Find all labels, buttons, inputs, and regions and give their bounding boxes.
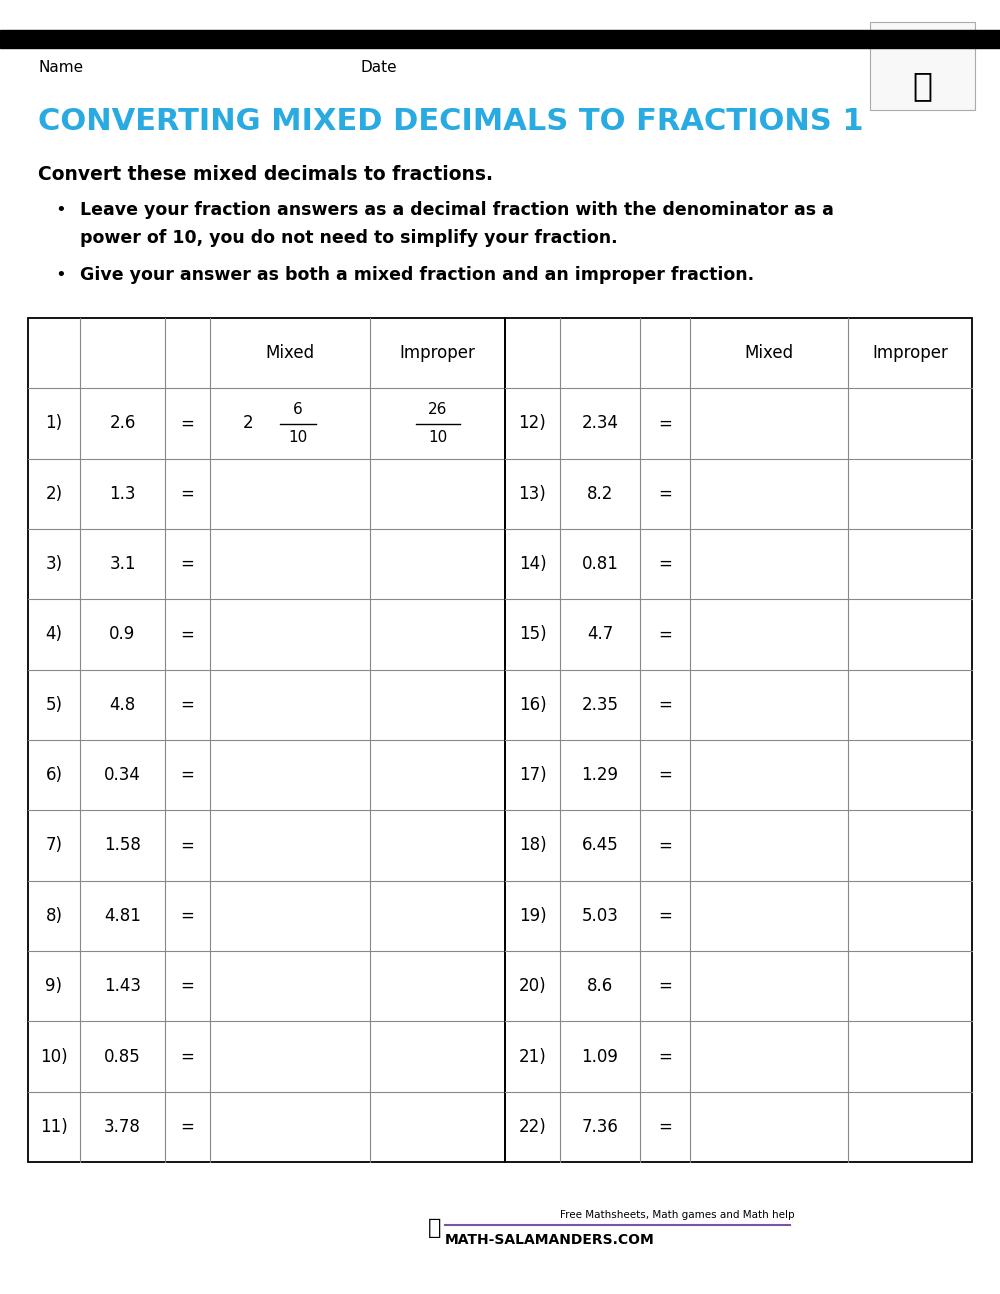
Text: 18): 18) bbox=[519, 836, 546, 854]
Text: 8): 8) bbox=[46, 907, 62, 925]
Text: =: = bbox=[658, 836, 672, 854]
Text: Improper: Improper bbox=[872, 344, 948, 362]
Text: =: = bbox=[181, 977, 194, 995]
Text: =: = bbox=[181, 414, 194, 432]
Text: 4): 4) bbox=[46, 625, 62, 643]
Text: 14): 14) bbox=[519, 555, 546, 573]
Text: 7×5: 7×5 bbox=[914, 50, 931, 60]
Text: 2: 2 bbox=[243, 414, 253, 432]
Text: =: = bbox=[181, 766, 194, 784]
Text: 19): 19) bbox=[519, 907, 546, 925]
Bar bbox=[28, 318, 505, 1162]
Text: 8.6: 8.6 bbox=[587, 977, 613, 995]
Text: =: = bbox=[181, 625, 194, 643]
Text: 🐆: 🐆 bbox=[428, 1218, 442, 1237]
Text: •: • bbox=[55, 267, 66, 283]
Text: 2.6: 2.6 bbox=[109, 414, 136, 432]
Text: 22): 22) bbox=[519, 1118, 546, 1136]
Text: 0.9: 0.9 bbox=[109, 625, 136, 643]
Text: =: = bbox=[181, 1118, 194, 1136]
Text: =: = bbox=[181, 555, 194, 573]
Text: 17): 17) bbox=[519, 766, 546, 784]
Text: 2.35: 2.35 bbox=[582, 696, 618, 714]
Text: =: = bbox=[658, 907, 672, 925]
Text: 0.81: 0.81 bbox=[582, 555, 618, 573]
Text: =: = bbox=[658, 414, 672, 432]
Text: 9): 9) bbox=[46, 977, 62, 995]
Text: Mixed: Mixed bbox=[265, 344, 315, 362]
Bar bbox=[505, 318, 972, 1162]
Text: 8.2: 8.2 bbox=[587, 485, 613, 503]
Text: =: = bbox=[658, 485, 672, 503]
Text: Improper: Improper bbox=[400, 344, 475, 362]
Text: 1.29: 1.29 bbox=[582, 766, 618, 784]
Text: Free Mathsheets, Math games and Math help: Free Mathsheets, Math games and Math hel… bbox=[560, 1210, 795, 1220]
Text: =: = bbox=[181, 696, 194, 714]
Text: =: = bbox=[658, 1048, 672, 1065]
Text: Give your answer as both a mixed fraction and an improper fraction.: Give your answer as both a mixed fractio… bbox=[80, 267, 754, 283]
Text: Leave your fraction answers as a decimal fraction with the denominator as a: Leave your fraction answers as a decimal… bbox=[80, 201, 834, 219]
Text: 11): 11) bbox=[40, 1118, 68, 1136]
Text: 0.34: 0.34 bbox=[104, 766, 141, 784]
Text: =: = bbox=[181, 485, 194, 503]
Text: 20): 20) bbox=[519, 977, 546, 995]
Text: 4.7: 4.7 bbox=[587, 625, 613, 643]
Text: 1.43: 1.43 bbox=[104, 977, 141, 995]
Text: 12): 12) bbox=[519, 414, 546, 432]
Text: power of 10, you do not need to simplify your fraction.: power of 10, you do not need to simplify… bbox=[80, 229, 618, 247]
Text: = 35: = 35 bbox=[913, 62, 932, 70]
Text: 5): 5) bbox=[46, 696, 62, 714]
Text: =: = bbox=[181, 836, 194, 854]
Text: 21): 21) bbox=[519, 1048, 546, 1065]
Text: Date: Date bbox=[360, 61, 397, 75]
Text: 2.34: 2.34 bbox=[582, 414, 618, 432]
Text: 10): 10) bbox=[40, 1048, 68, 1065]
Text: 6): 6) bbox=[46, 766, 62, 784]
Text: 3.78: 3.78 bbox=[104, 1118, 141, 1136]
Text: 2): 2) bbox=[45, 485, 63, 503]
Text: 4.81: 4.81 bbox=[104, 907, 141, 925]
Text: =: = bbox=[658, 625, 672, 643]
Text: 13): 13) bbox=[519, 485, 546, 503]
Text: =: = bbox=[658, 555, 672, 573]
Text: 10: 10 bbox=[288, 430, 308, 445]
Text: 6.45: 6.45 bbox=[582, 836, 618, 854]
Text: 7.36: 7.36 bbox=[582, 1118, 618, 1136]
Text: =: = bbox=[181, 907, 194, 925]
Text: Name: Name bbox=[38, 61, 83, 75]
Text: 4.8: 4.8 bbox=[109, 696, 136, 714]
Text: =: = bbox=[658, 977, 672, 995]
Text: Mixed: Mixed bbox=[744, 344, 794, 362]
Text: Convert these mixed decimals to fractions.: Convert these mixed decimals to fraction… bbox=[38, 166, 493, 185]
Text: 15): 15) bbox=[519, 625, 546, 643]
Text: 26: 26 bbox=[428, 402, 447, 417]
Text: 1.3: 1.3 bbox=[109, 485, 136, 503]
Text: 1): 1) bbox=[45, 414, 63, 432]
Text: 7): 7) bbox=[46, 836, 62, 854]
Text: 5.03: 5.03 bbox=[582, 907, 618, 925]
Text: =: = bbox=[658, 696, 672, 714]
Text: MATH-SALAMANDERS.COM: MATH-SALAMANDERS.COM bbox=[445, 1233, 655, 1247]
Text: 3.1: 3.1 bbox=[109, 555, 136, 573]
Bar bbox=[870, 22, 975, 110]
Text: 6: 6 bbox=[293, 402, 303, 417]
Text: CONVERTING MIXED DECIMALS TO FRACTIONS 1: CONVERTING MIXED DECIMALS TO FRACTIONS 1 bbox=[38, 107, 864, 136]
Text: 🐆: 🐆 bbox=[912, 69, 932, 102]
Text: 10: 10 bbox=[428, 430, 447, 445]
Text: •: • bbox=[55, 201, 66, 219]
Text: =: = bbox=[658, 1118, 672, 1136]
Text: 0.85: 0.85 bbox=[104, 1048, 141, 1065]
Bar bbox=[0, 30, 1000, 48]
Text: =: = bbox=[181, 1048, 194, 1065]
Text: 1.58: 1.58 bbox=[104, 836, 141, 854]
Text: 3): 3) bbox=[45, 555, 63, 573]
Text: 16): 16) bbox=[519, 696, 546, 714]
Text: 1.09: 1.09 bbox=[582, 1048, 618, 1065]
Text: =: = bbox=[658, 766, 672, 784]
